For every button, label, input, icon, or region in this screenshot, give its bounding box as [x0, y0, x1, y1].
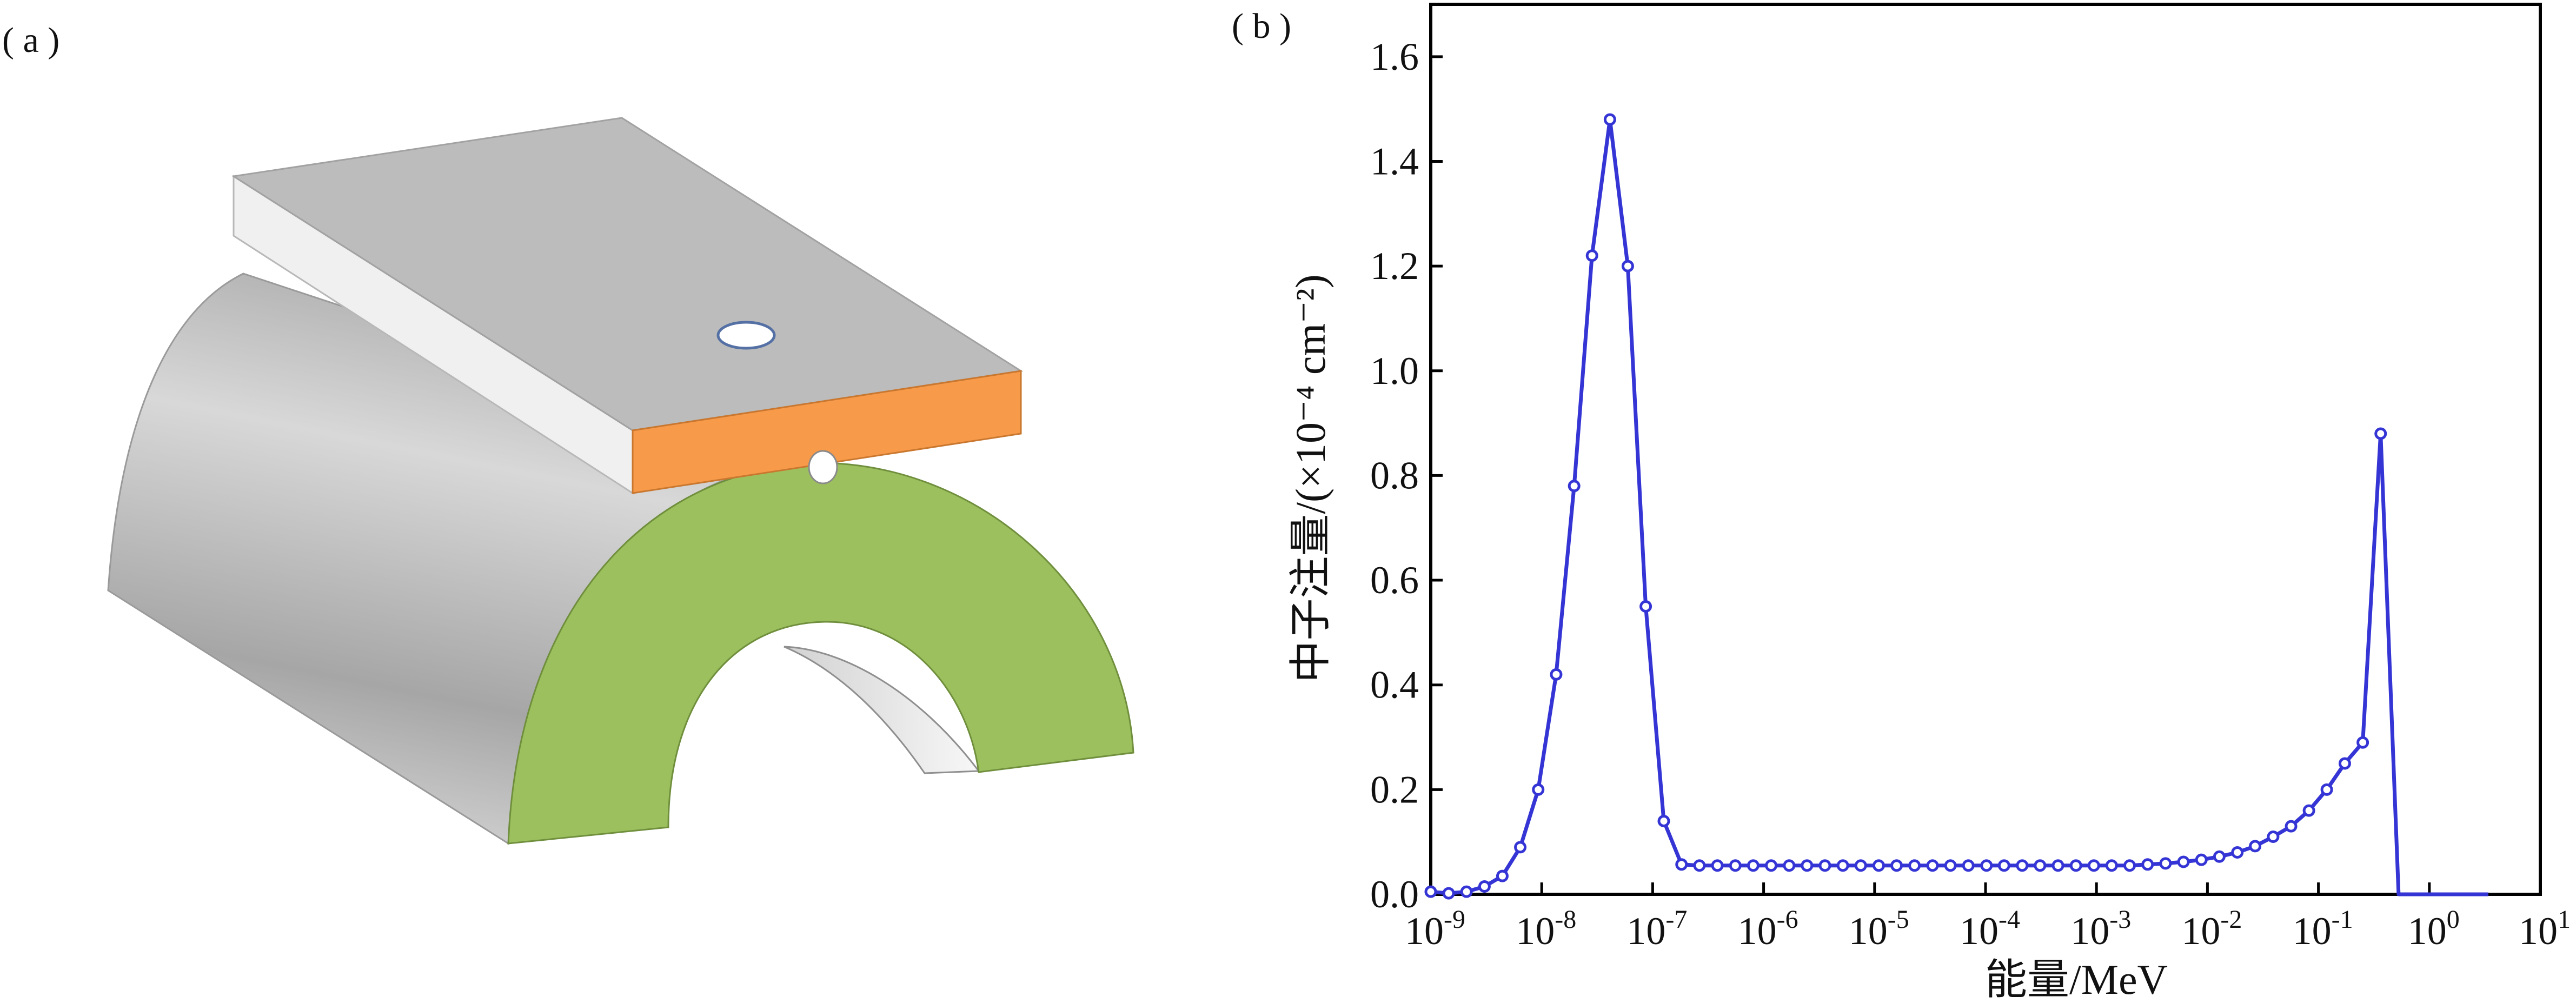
data-point: [1890, 859, 1903, 872]
y-tick-label: 1.2: [1370, 244, 1419, 288]
data-point: [2338, 757, 2351, 770]
series-line: [1430, 117, 2488, 896]
arch-hole: [808, 450, 838, 484]
data-point: [1854, 859, 1867, 872]
panel-a-label: ( a ): [2, 21, 59, 60]
data-point: [1926, 859, 1939, 872]
data-point: [2195, 853, 2208, 866]
x-tick-label: 10-5: [1849, 905, 1909, 953]
data-point: [1836, 859, 1849, 872]
data-point: [1639, 600, 1652, 613]
data-point: [2159, 857, 2172, 870]
x-tick-label: 10-1: [2293, 905, 2353, 953]
data-point: [1603, 113, 1616, 126]
data-point: [2016, 859, 2029, 872]
arch-face: [507, 462, 1134, 845]
y-tick-label: 1.4: [1370, 140, 1419, 183]
data-point: [2231, 846, 2244, 859]
panel-b: ( b ) 中子注量/(×10⁻⁴ cm⁻²) 能量/MeV 0.0 0.2 0.4…: [1232, 3, 2571, 1003]
data-point: [1550, 668, 1563, 681]
data-point: [2249, 840, 2262, 853]
data-point: [2069, 859, 2082, 872]
panel-a: ( a ): [2, 21, 1134, 845]
y-tick-label: 0.0: [1370, 873, 1419, 916]
data-point: [1693, 859, 1706, 872]
x-tick-label: 10-2: [2181, 905, 2242, 953]
data-point: [2051, 859, 2064, 872]
x-tick-label: 10-9: [1405, 905, 1465, 953]
data-point: [1585, 249, 1598, 262]
data-point: [2320, 783, 2333, 796]
y-tick-label: 1.6: [1370, 35, 1419, 78]
data-point: [2123, 859, 2136, 872]
x-tick-label: 10-6: [1738, 905, 1798, 953]
data-point: [1478, 880, 1491, 893]
data-point: [1997, 859, 2010, 872]
x-tick-label: 10-7: [1626, 905, 1687, 953]
data-point: [1442, 887, 1455, 900]
data-point: [2105, 859, 2118, 872]
x-tick-label: 100: [2408, 905, 2460, 953]
data-point: [1801, 859, 1814, 872]
data-point: [1765, 859, 1778, 872]
data-point: [1729, 859, 1742, 872]
data-point: [1908, 859, 1921, 872]
plot-area: 0.0 0.2 0.4 0.6 0.8 1.0 1.2 1.4 1.6 10-9 10-8 10-7 1…: [1370, 3, 2571, 953]
y-tick-label: 0.4: [1370, 663, 1419, 707]
data-point: [1657, 814, 1670, 827]
data-point: [1783, 859, 1796, 872]
x-tick-label: 10-8: [1516, 905, 1576, 953]
y-tick-label: 1.0: [1370, 349, 1419, 393]
data-point: [1980, 859, 1993, 872]
data-point: [2267, 830, 2280, 843]
data-point: [2087, 859, 2100, 872]
y-tick-label: 0.6: [1370, 559, 1419, 602]
x-tick-label: 10-4: [1960, 905, 2020, 953]
x-axis-title: 能量/MeV: [1985, 956, 2168, 1003]
data-point: [1514, 841, 1527, 854]
x-tick-label: 10-3: [2070, 905, 2131, 953]
data-point: [2034, 859, 2047, 872]
data-point: [1675, 858, 1688, 871]
data-point: [1818, 859, 1831, 872]
data-point: [2177, 855, 2190, 868]
data-point: [1621, 260, 1634, 273]
panel-b-label: ( b ): [1232, 6, 1291, 46]
data-point: [2285, 820, 2298, 833]
data-point: [1424, 885, 1437, 898]
y-tick-label: 0.2: [1370, 768, 1419, 811]
data-point: [1747, 859, 1760, 872]
data-point: [2141, 858, 2154, 871]
y-tick-label: 0.8: [1370, 454, 1419, 497]
data-point: [2302, 804, 2315, 817]
data-point: [1460, 885, 1473, 898]
plot-frame: [1429, 3, 2542, 896]
data-point: [1962, 859, 1975, 872]
slab-front: [632, 370, 1022, 494]
data-point: [1944, 859, 1957, 872]
x-tick-label: 101: [2519, 905, 2571, 953]
slab-hole: [716, 321, 776, 350]
data-point: [2213, 850, 2226, 863]
data-point: [1568, 480, 1581, 493]
y-axis-title: 中子注量/(×10⁻⁴ cm⁻²): [1287, 274, 1334, 682]
data-point: [1872, 859, 1885, 872]
data-point: [1532, 783, 1545, 796]
data-point: [1496, 869, 1509, 882]
data-point: [2356, 736, 2369, 749]
data-point: [2374, 427, 2387, 440]
data-point: [1711, 859, 1724, 872]
